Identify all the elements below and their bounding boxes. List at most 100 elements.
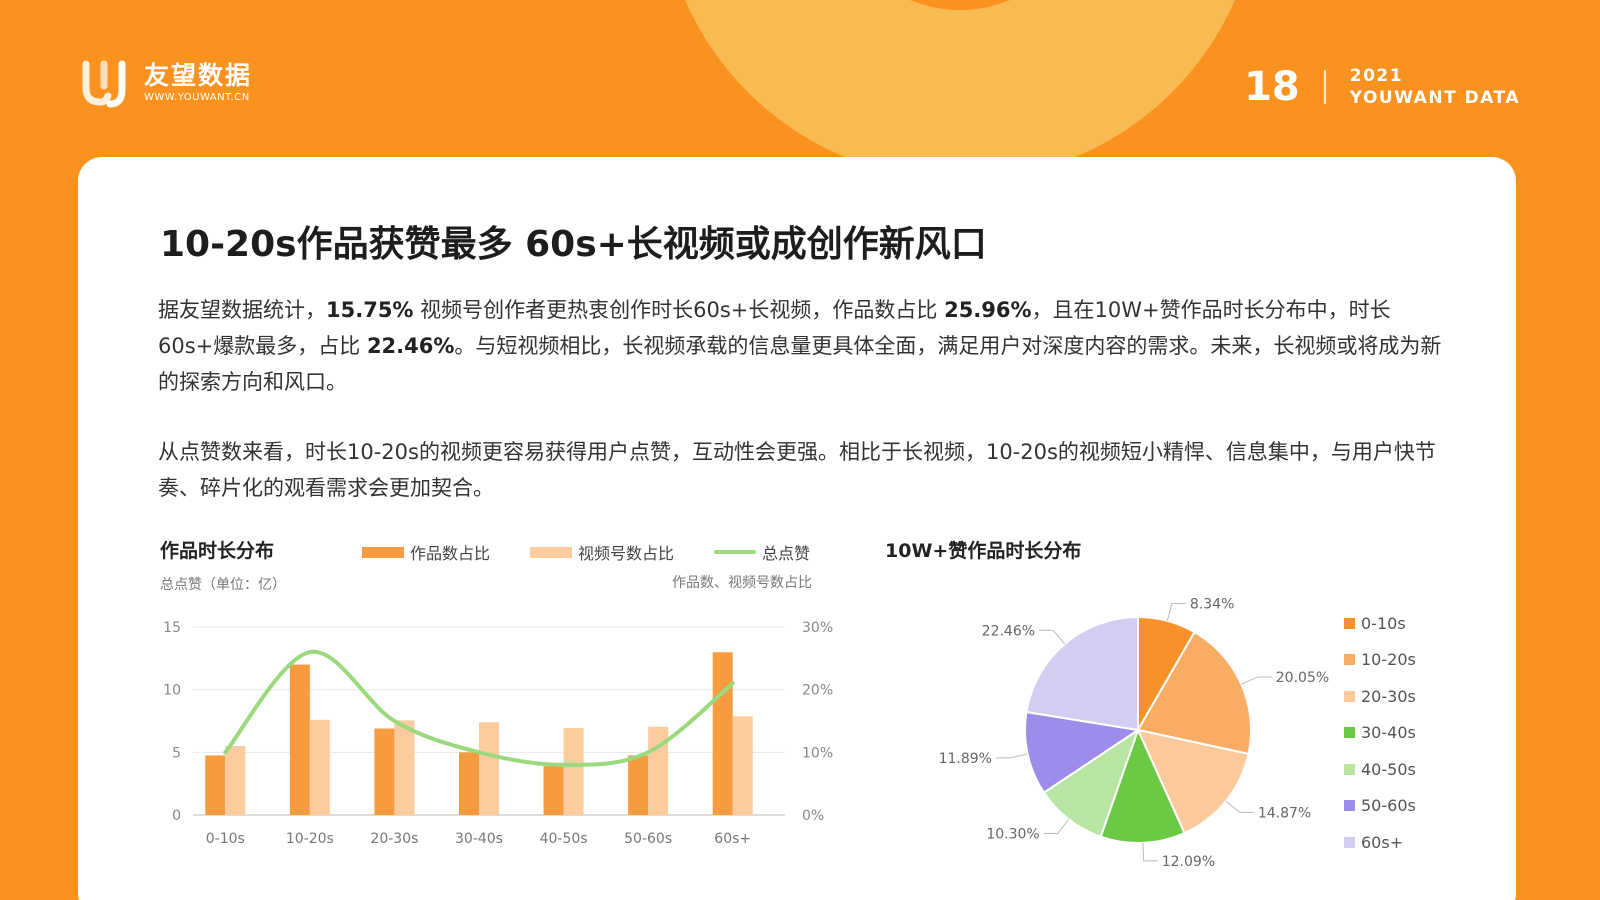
pie-leader-line bbox=[1225, 800, 1254, 813]
left-tick-label: 0 bbox=[172, 808, 181, 824]
pie-legend-swatch bbox=[1344, 617, 1355, 629]
pie-value-label: 20.05% bbox=[1276, 670, 1329, 686]
bar-works bbox=[459, 752, 479, 815]
pie-value-label: 14.87% bbox=[1258, 805, 1311, 821]
legend-line-likes bbox=[714, 550, 756, 554]
pie-leader-line bbox=[1043, 818, 1070, 835]
bar-accounts bbox=[479, 722, 499, 815]
logo-url: WWW.YOUWANT.CN bbox=[144, 92, 250, 103]
pie-legend-item: 0-10s bbox=[1344, 605, 1416, 642]
logo: 友望数据 WWW.YOUWANT.CN bbox=[82, 58, 252, 108]
pie-chart-title: 10W+赞作品时长分布 bbox=[885, 540, 1082, 562]
pie-legend-swatch bbox=[1344, 800, 1355, 812]
legend-label-likes: 总点赞 bbox=[762, 544, 811, 563]
pie-legend-label: 20-30s bbox=[1361, 686, 1416, 706]
pie-slice-10-20s bbox=[1136, 630, 1252, 756]
pie-legend: 0-10s 10-20s 20-30s 30-40s 40-50s 50-60s 60s+ bbox=[1344, 605, 1416, 861]
pie-value-label: 8.34% bbox=[1190, 596, 1234, 612]
pie-legend-label: 10-20s bbox=[1361, 650, 1416, 670]
legend-item-works: 作品数占比 bbox=[362, 540, 490, 564]
pie-slice-40-50s bbox=[1042, 727, 1140, 838]
paragraph-1-highlight: 25.96% bbox=[944, 298, 1032, 322]
pie-legend-item: 50-60s bbox=[1344, 788, 1416, 825]
page-info: 18 2021 YOUWANT DATA bbox=[1244, 64, 1520, 110]
x-tick-label: 50-60s bbox=[624, 831, 672, 847]
page-year: 2021 bbox=[1349, 66, 1404, 86]
pie-legend-swatch bbox=[1344, 836, 1355, 848]
legend-label-accounts: 视频号数占比 bbox=[578, 544, 675, 563]
pie-legend-swatch bbox=[1344, 690, 1355, 702]
bar-accounts bbox=[309, 719, 330, 815]
paragraph-1-highlight: 22.46% bbox=[366, 334, 455, 358]
paragraph-1: 据友望数据统计，15.75% 视频号创作者更热衷创作时长60s+长视频，作品数占… bbox=[158, 292, 1458, 400]
paragraph-1-text: 。与短视频相比，长视频承载的信息量更具体全面，满足用户对深度内容的需求。未来，长… bbox=[158, 334, 1442, 394]
pie-legend-item: 60s+ bbox=[1344, 824, 1416, 861]
legend-item-likes: 总点赞 bbox=[714, 540, 810, 564]
pie-legend-item: 10-20s bbox=[1344, 642, 1416, 679]
paragraph-1-text: 视频号创作者更热衷创作时长60s+长视频，作品数占比 bbox=[413, 298, 945, 322]
pie-value-label: 10.30% bbox=[986, 827, 1039, 843]
x-tick-label: 10-20s bbox=[286, 831, 334, 847]
pie-slice-60s+ bbox=[1025, 615, 1139, 732]
pie-legend-swatch bbox=[1344, 763, 1355, 775]
pie-legend-label: 60s+ bbox=[1361, 832, 1404, 852]
x-tick-label: 20-30s bbox=[370, 831, 418, 847]
x-tick-label: 0-10s bbox=[206, 831, 245, 847]
x-tick-label: 40-50s bbox=[540, 831, 588, 847]
bar-chart-title: 作品时长分布 bbox=[160, 540, 275, 562]
pie-value-label: 22.46% bbox=[982, 623, 1035, 639]
bar-works bbox=[712, 652, 733, 815]
logo-mark-icon bbox=[82, 60, 126, 108]
pie-legend-label: 0-10s bbox=[1361, 613, 1406, 633]
pie-value-label: 11.89% bbox=[939, 751, 992, 767]
pie-legend-swatch bbox=[1344, 727, 1355, 739]
legend-swatch-accounts bbox=[530, 546, 572, 558]
pie-legend-label: 30-40s bbox=[1361, 723, 1416, 743]
legend-label-works: 作品数占比 bbox=[410, 544, 491, 563]
right-tick-label: 20% bbox=[802, 683, 833, 699]
page-brand: YOUWANT DATA bbox=[1349, 88, 1520, 108]
left-tick-label: 15 bbox=[163, 620, 181, 636]
pie-legend-label: 40-50s bbox=[1361, 759, 1416, 779]
paragraph-1-highlight: 15.75% bbox=[326, 298, 414, 322]
right-axis-label: 作品数、视频号数占比 bbox=[672, 575, 812, 591]
bar-accounts bbox=[394, 720, 415, 815]
legend-swatch-works bbox=[362, 546, 404, 558]
left-tick-label: 10 bbox=[163, 683, 181, 699]
left-axis-label: 总点赞（单位：亿） bbox=[160, 577, 286, 593]
x-tick-label: 60s+ bbox=[714, 831, 751, 847]
page-separator bbox=[1323, 70, 1326, 104]
paragraph-1-text: ，且在10W+赞作品时长分布中，时长60s+爆款最多，占比 bbox=[158, 298, 1391, 358]
page-number: 18 bbox=[1244, 64, 1300, 110]
right-tick-label: 10% bbox=[802, 745, 833, 761]
pie-legend-swatch bbox=[1344, 654, 1355, 666]
bar-works bbox=[543, 766, 564, 815]
pie-leader-line bbox=[995, 753, 1028, 759]
pie-legend-item: 40-50s bbox=[1344, 751, 1416, 788]
bar-works bbox=[289, 664, 310, 815]
bar-works bbox=[628, 755, 649, 815]
header: 友望数据 WWW.YOUWANT.CN 18 2021 YOUWANT DATA bbox=[0, 0, 1600, 150]
likes-line bbox=[223, 650, 735, 767]
pie-value-label: 12.09% bbox=[1162, 854, 1215, 870]
bar-accounts bbox=[732, 716, 753, 815]
bar-works bbox=[205, 755, 226, 815]
legend-item-accounts: 视频号数占比 bbox=[530, 540, 674, 564]
logo-name: 友望数据 bbox=[144, 61, 253, 90]
page-title: 10-20s作品获赞最多 60s+长视频或成创作新风口 bbox=[160, 224, 987, 265]
pie-leader-line bbox=[1241, 676, 1272, 685]
pie-legend-item: 20-30s bbox=[1344, 678, 1416, 715]
bar-works bbox=[374, 728, 395, 815]
pie-leader-line bbox=[1039, 629, 1066, 645]
pie-leader-line bbox=[1142, 842, 1158, 862]
right-tick-label: 0% bbox=[802, 808, 824, 824]
pie-leader-line bbox=[1166, 602, 1186, 621]
paragraph-2: 从点赞数来看，时长10-20s的视频更容易获得用户点赞，互动性会更强。相比于长视… bbox=[158, 440, 1436, 500]
pie-slice-50-60s bbox=[1024, 710, 1141, 795]
bar-accounts bbox=[563, 727, 584, 815]
pie-legend-label: 50-60s bbox=[1361, 796, 1416, 816]
paragraph-1-text: 据友望数据统计， bbox=[158, 298, 326, 322]
bar-accounts bbox=[225, 746, 246, 815]
